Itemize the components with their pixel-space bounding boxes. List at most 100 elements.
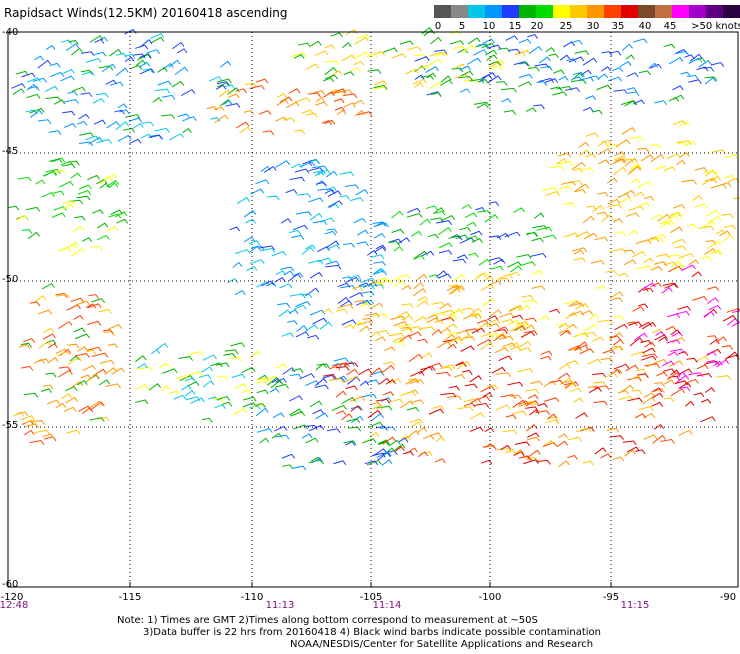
wind-barb (349, 291, 364, 299)
wind-barb (56, 293, 71, 299)
wind-barb (628, 321, 642, 327)
wind-barb (451, 286, 464, 295)
wind-barb (573, 397, 584, 403)
wind-barb (583, 232, 598, 240)
wind-barb (95, 92, 109, 98)
wind-barb (523, 459, 539, 465)
wind-barb (274, 383, 289, 389)
wind-barb (94, 51, 107, 57)
wind-barb (301, 293, 313, 299)
wind-barb (106, 226, 119, 232)
wind-barb (343, 102, 356, 108)
wind-barb (638, 321, 653, 328)
wind-barb (114, 109, 125, 115)
wind-barb (401, 327, 413, 333)
wind-barb (593, 400, 608, 406)
wind-barb (448, 385, 460, 391)
wind-barb (413, 250, 429, 260)
wind-barb (298, 42, 311, 48)
wind-barb (643, 257, 654, 264)
wind-speed-legend: 0 5 10 15 20 25 30 35 40 45 >50 knots (434, 5, 740, 35)
wind-barb (523, 400, 537, 406)
wind-barb (48, 158, 63, 164)
wind-barb (233, 383, 248, 390)
legend-swatch (434, 5, 451, 18)
wind-barb (476, 319, 489, 325)
wind-barb (215, 362, 230, 368)
wind-barb (627, 165, 642, 175)
wind-barb (124, 56, 135, 63)
wind-barb (724, 174, 735, 180)
wind-barb (134, 44, 149, 50)
wind-barb (173, 394, 187, 400)
wind-barb (48, 130, 62, 135)
wind-barb (374, 336, 386, 342)
wind-barb (627, 397, 643, 403)
wind-barb (34, 295, 47, 303)
wind-barb (378, 329, 390, 335)
wind-barb (248, 240, 261, 246)
wind-barb (116, 218, 129, 224)
wind-barb (171, 80, 185, 88)
wind-barb (669, 360, 684, 367)
wind-barb (252, 402, 264, 409)
wind-barb (434, 210, 446, 216)
wind-barb (727, 177, 740, 183)
wind-barb (704, 76, 718, 82)
wind-barb (669, 211, 683, 218)
wind-barb (176, 374, 189, 380)
wind-barb (80, 374, 92, 380)
wind-barb (421, 250, 435, 257)
wind-barb (123, 127, 136, 133)
wind-barb (308, 197, 324, 203)
wind-barb (270, 379, 284, 389)
wind-barb (341, 319, 357, 326)
wind-barb (641, 355, 657, 361)
wind-barb (467, 57, 482, 65)
wind-barb (401, 284, 412, 291)
wind-barb (337, 303, 354, 309)
wind-barb (276, 93, 288, 99)
wind-barb (388, 241, 401, 246)
wind-barb (670, 388, 686, 397)
wind-barb (42, 433, 55, 439)
wind-barb (159, 362, 170, 368)
wind-barb (487, 332, 500, 340)
wind-barb (611, 368, 623, 374)
wind-barb (510, 265, 523, 273)
wind-barb (665, 325, 677, 331)
wind-barb (392, 337, 405, 343)
legend-swatch (502, 5, 519, 18)
wind-barb (315, 50, 329, 57)
wind-barb (710, 183, 727, 189)
wind-barb (439, 302, 452, 310)
wind-barb (369, 331, 381, 338)
wind-barb (366, 52, 378, 58)
wind-barb (439, 366, 453, 372)
wind-barb (584, 324, 598, 332)
wind-barb (693, 392, 705, 398)
wind-barb (719, 230, 731, 237)
wind-barb (93, 119, 107, 125)
legend-tick: 15 (508, 21, 522, 32)
wind-barb (469, 78, 485, 84)
wind-barb (324, 44, 336, 50)
wind-barb (596, 285, 607, 290)
wind-barb (232, 261, 243, 268)
wind-barb (229, 226, 241, 232)
wind-barb (631, 389, 643, 395)
wind-barb (409, 418, 424, 424)
wind-barb (109, 81, 124, 87)
time-label: 11:13 (265, 600, 295, 611)
wind-barb (309, 309, 326, 316)
wind-barb (434, 49, 448, 55)
wind-barb (505, 35, 519, 41)
wind-barb (364, 312, 380, 318)
wind-barb (461, 204, 472, 210)
wind-barb (350, 197, 364, 202)
wind-barb (704, 360, 720, 366)
wind-barb (98, 379, 111, 386)
wind-barb (527, 449, 541, 458)
wind-barb (326, 240, 340, 249)
wind-barb (663, 397, 675, 403)
